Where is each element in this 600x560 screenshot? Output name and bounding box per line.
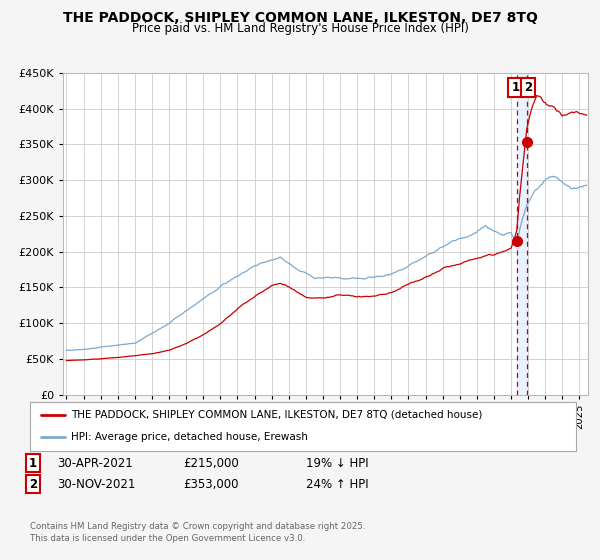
Text: THE PADDOCK, SHIPLEY COMMON LANE, ILKESTON, DE7 8TQ (detached house): THE PADDOCK, SHIPLEY COMMON LANE, ILKEST… [71, 410, 482, 420]
Text: 24% ↑ HPI: 24% ↑ HPI [306, 478, 368, 491]
Text: 2: 2 [524, 81, 532, 94]
Bar [517, 73, 527, 395]
Text: 1: 1 [29, 456, 37, 470]
Text: Price paid vs. HM Land Registry's House Price Index (HPI): Price paid vs. HM Land Registry's House … [131, 22, 469, 35]
Text: THE PADDOCK, SHIPLEY COMMON LANE, ILKESTON, DE7 8TQ: THE PADDOCK, SHIPLEY COMMON LANE, ILKEST… [62, 11, 538, 25]
Text: Contains HM Land Registry data © Crown copyright and database right 2025.
This d: Contains HM Land Registry data © Crown c… [30, 522, 365, 543]
Text: 30-NOV-2021: 30-NOV-2021 [57, 478, 136, 491]
Text: £215,000: £215,000 [183, 456, 239, 470]
Text: HPI: Average price, detached house, Erewash: HPI: Average price, detached house, Erew… [71, 432, 308, 442]
Text: 19% ↓ HPI: 19% ↓ HPI [306, 456, 368, 470]
Text: 2: 2 [29, 478, 37, 491]
Text: 1: 1 [511, 81, 520, 94]
Text: £353,000: £353,000 [183, 478, 239, 491]
Text: 30-APR-2021: 30-APR-2021 [57, 456, 133, 470]
